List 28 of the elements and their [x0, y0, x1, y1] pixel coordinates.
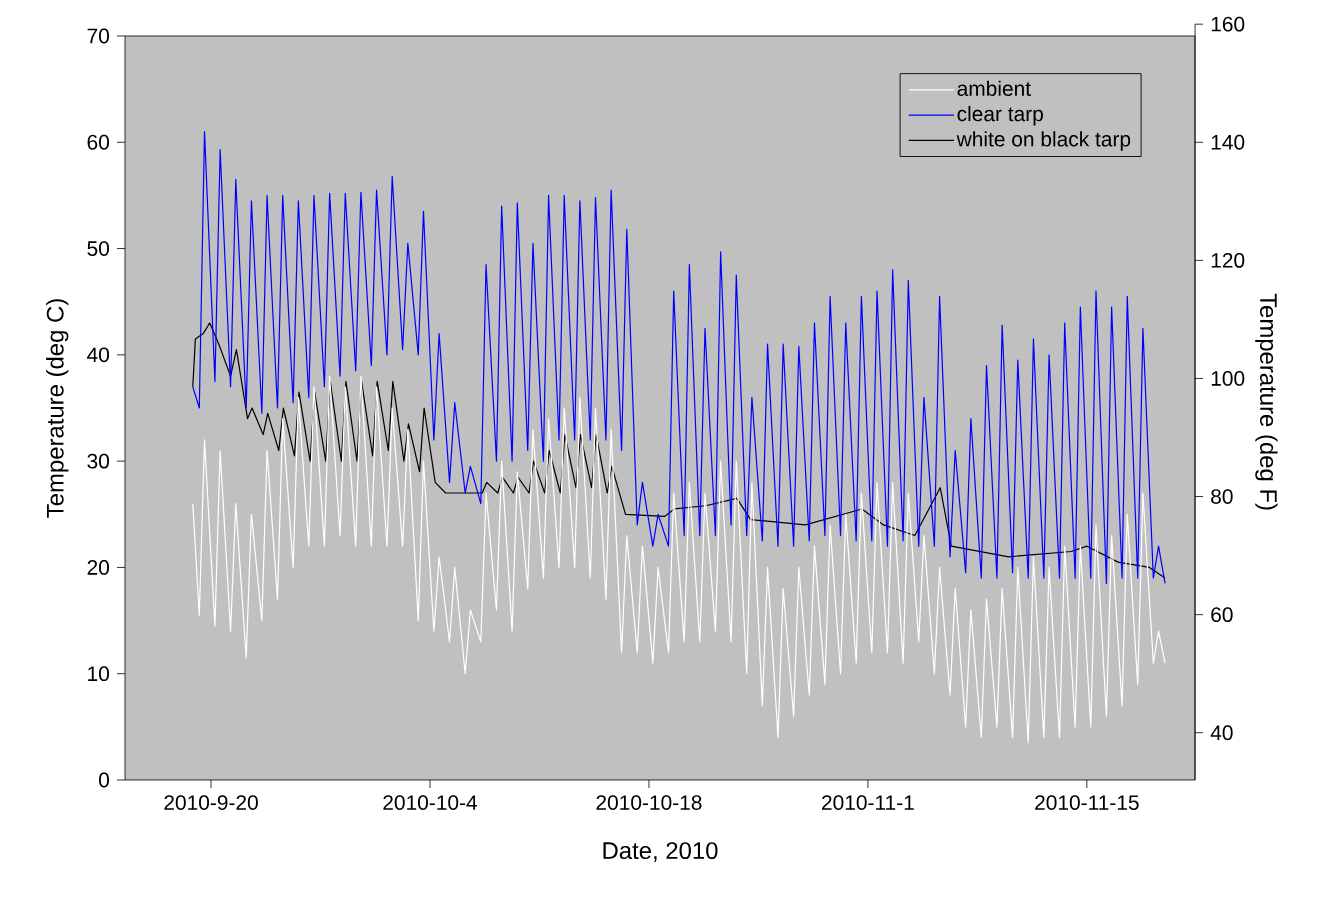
- line-series: [192, 131, 1166, 584]
- y2-tick-label: 60: [1211, 607, 1233, 623]
- x-tick-label: 2010-10-18: [596, 795, 702, 810]
- y-tick-label: 0: [99, 772, 110, 788]
- y-tick-label: 30: [87, 453, 110, 469]
- y2-tick-label: 80: [1211, 489, 1233, 504]
- y2-tick-label: 140: [1211, 134, 1245, 150]
- y-axis-title: Temperature (deg C): [46, 299, 69, 518]
- y2-axis-title: Temperature (deg F): [1255, 293, 1278, 510]
- legend-label: white on black tarp: [956, 131, 1131, 151]
- x-tick-label: 2010-10-4: [383, 795, 478, 810]
- legend-label: ambient: [957, 80, 1031, 96]
- x-tick-label: 2010-9-20: [164, 795, 258, 810]
- y2-tick-label: 120: [1211, 252, 1245, 268]
- y2-tick-label: 100: [1211, 371, 1245, 386]
- x-tick-label: 2010-11-1: [822, 795, 914, 810]
- y2-tick-label: 40: [1210, 725, 1233, 741]
- y-tick-label: 20: [87, 560, 110, 575]
- line-series: [192, 375, 1166, 744]
- y2-tick-label: 160: [1211, 16, 1245, 32]
- x-tick-label: 2010-11-15: [1035, 795, 1139, 810]
- x-axis-title: Date, 2010: [603, 842, 718, 862]
- y-tick-label: 10: [88, 666, 110, 682]
- legend-label: clear tarp: [957, 105, 1043, 126]
- y-tick-label: 40: [87, 347, 110, 363]
- y-tick-label: 60: [87, 134, 110, 150]
- y-tick-label: 70: [87, 28, 110, 44]
- y-tick-label: 50: [87, 241, 110, 256]
